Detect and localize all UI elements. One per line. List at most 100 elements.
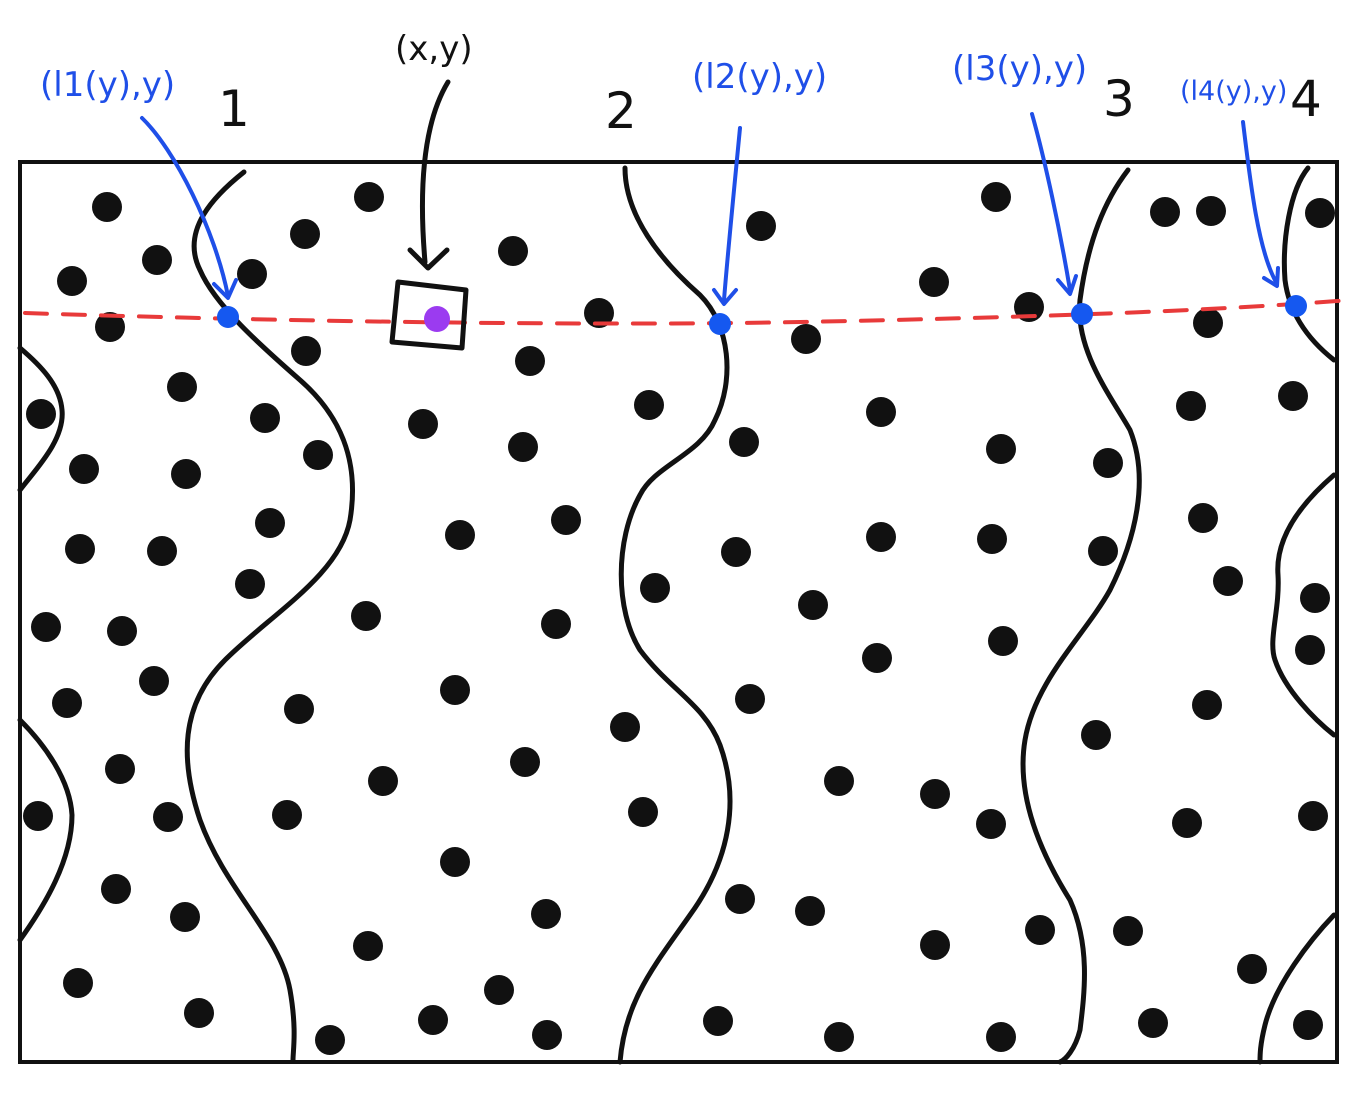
scatter-dot	[498, 236, 528, 266]
left-bulge-bottom	[17, 717, 75, 943]
scatter-dot	[1298, 801, 1328, 831]
scatter-dot	[1293, 1010, 1323, 1040]
scatter-dot	[532, 1020, 562, 1050]
scatter-dot	[250, 403, 280, 433]
scatter-dot	[255, 508, 285, 538]
curve-4-number: 4	[1290, 70, 1322, 128]
scatter-dot	[63, 968, 93, 998]
arrow-curve-4-point	[1241, 120, 1278, 284]
scatter-dot	[628, 797, 658, 827]
scatter-dot	[170, 902, 200, 932]
scatter-dot	[986, 1022, 1016, 1052]
scatter-dot	[725, 884, 755, 914]
scatter-dot	[866, 522, 896, 552]
scatter-dot	[147, 536, 177, 566]
scatter-dot	[1176, 391, 1206, 421]
scatter-dot	[551, 505, 581, 535]
arrow-curve-2-point	[722, 126, 742, 302]
arrowhead-curve-1-point	[212, 278, 238, 300]
scatter-dot	[988, 626, 1018, 656]
curve-4-point-label: (l4(y),y)	[1180, 76, 1287, 107]
scatter-dot	[795, 896, 825, 926]
scatter-dot	[515, 346, 545, 376]
scatter-dot	[351, 601, 381, 631]
scatter-dot	[171, 459, 201, 489]
scatter-dot	[824, 766, 854, 796]
scatter-dot	[52, 688, 82, 718]
query-point	[424, 306, 450, 332]
scatter-dot	[1113, 916, 1143, 946]
scatter-dot	[484, 975, 514, 1005]
scatter-dot	[866, 397, 896, 427]
scatter-dot	[272, 800, 302, 830]
scatter-dot	[640, 573, 670, 603]
scatter-dot	[1305, 198, 1335, 228]
domain-frame	[18, 160, 1339, 1064]
arrow-curve-3-point	[1030, 112, 1072, 292]
scatter-dot	[824, 1022, 854, 1052]
scatter-dot	[920, 779, 950, 809]
scatter-dot	[1172, 808, 1202, 838]
scatter-dot	[1150, 197, 1180, 227]
scatter-dot	[1295, 635, 1325, 665]
scatter-dot	[440, 675, 470, 705]
curve-4-right-bulge	[1270, 472, 1337, 738]
scatter-dot	[408, 409, 438, 439]
scatter-dot	[167, 372, 197, 402]
scatter-dot	[101, 874, 131, 904]
curve-2-point-label: (l2(y),y)	[692, 57, 827, 97]
arrowhead-curve-4-point	[1262, 266, 1280, 288]
scatter-dot	[23, 801, 53, 831]
scatter-dot	[791, 324, 821, 354]
intersection-point-1	[217, 306, 239, 328]
scatter-dot	[1188, 503, 1218, 533]
curve-4	[1281, 165, 1337, 363]
dashed-level-line	[23, 298, 1352, 326]
curve-2-number: 2	[605, 82, 637, 140]
scatter-dot	[303, 440, 333, 470]
curve-1-point-label: (l1(y),y)	[40, 65, 175, 105]
scatter-dot	[986, 434, 1016, 464]
query-arrowhead	[407, 247, 450, 271]
scatter-dot	[584, 298, 614, 328]
scatter-dot	[531, 899, 561, 929]
scatter-dot	[440, 847, 470, 877]
scatter-dot	[1192, 690, 1222, 720]
scatter-dot	[237, 259, 267, 289]
scatter-dot	[353, 931, 383, 961]
scatter-dot	[142, 245, 172, 275]
scatter-dot	[735, 684, 765, 714]
scatter-dot	[153, 802, 183, 832]
scatter-dot	[862, 643, 892, 673]
scatter-dot	[1138, 1008, 1168, 1038]
scatter-dot	[729, 427, 759, 457]
scatter-dot	[65, 534, 95, 564]
scatter-dot	[977, 524, 1007, 554]
query-box	[389, 279, 469, 351]
scatter-dot	[1196, 196, 1226, 226]
scatter-dot	[1081, 720, 1111, 750]
scatter-dot	[291, 336, 321, 366]
scatter-dot	[107, 616, 137, 646]
curve-3-point-label: (l3(y),y)	[952, 49, 1087, 89]
scatter-dot	[445, 520, 475, 550]
scatter-dot	[1278, 381, 1308, 411]
scatter-dot	[290, 219, 320, 249]
scatter-dot	[368, 766, 398, 796]
left-bulge-top	[17, 345, 65, 493]
scatter-dot	[508, 432, 538, 462]
scatter-dot	[798, 590, 828, 620]
scatter-dot	[57, 266, 87, 296]
scatter-dot	[31, 612, 61, 642]
scatter-dot	[1300, 583, 1330, 613]
query-arrow	[419, 79, 451, 265]
scatter-dot	[69, 454, 99, 484]
intersection-point-4	[1285, 295, 1307, 317]
scatter-dot	[1025, 915, 1055, 945]
scatter-dot	[510, 747, 540, 777]
scatter-dot	[610, 712, 640, 742]
curve-4-bottom	[1257, 912, 1337, 1065]
scatter-dot	[1093, 448, 1123, 478]
scatter-dot	[976, 809, 1006, 839]
